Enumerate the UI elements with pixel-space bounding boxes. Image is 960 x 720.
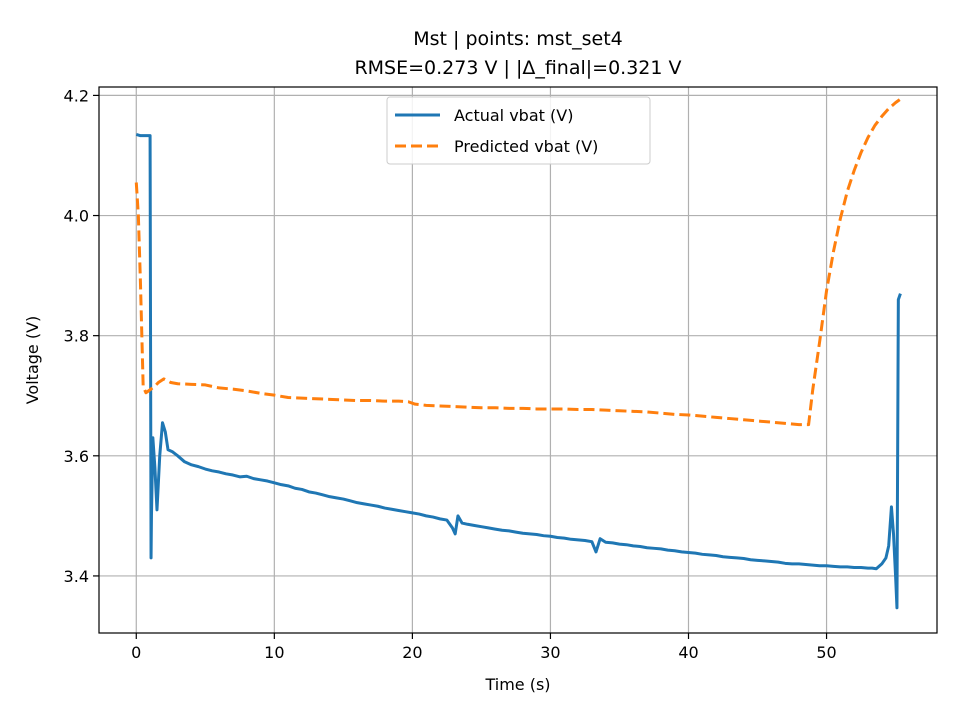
series-layer <box>134 98 902 610</box>
y-tick-label: 4.0 <box>64 207 89 226</box>
chart-title: Mst | points: mst_set4 <box>413 28 623 50</box>
x-tick-label: 30 <box>540 643 560 662</box>
chart-subtitle: RMSE=0.273 V | |Δ_final|=0.321 V <box>354 57 681 79</box>
y-tick-label: 3.6 <box>64 447 89 466</box>
predicted-vbat-line <box>134 98 901 427</box>
legend-label-predicted: Predicted vbat (V) <box>454 137 598 156</box>
y-tick-label: 3.8 <box>64 327 89 346</box>
x-tick-label: 0 <box>131 643 141 662</box>
legend: Actual vbat (V) Predicted vbat (V) <box>386 96 651 165</box>
x-tick-label: 20 <box>402 643 422 662</box>
ticks: 0 10 20 30 40 50 3.4 3.6 3.8 4.0 4.2 <box>64 86 837 662</box>
actual-vbat-line <box>135 133 902 610</box>
y-tick-label: 3.4 <box>64 567 89 586</box>
legend-box <box>386 96 651 165</box>
plot-frame <box>98 86 938 634</box>
x-tick-label: 40 <box>678 643 698 662</box>
x-tick-label: 50 <box>816 643 836 662</box>
x-tick-label: 10 <box>264 643 284 662</box>
grid <box>99 87 937 633</box>
y-axis-label: Voltage (V) <box>23 316 42 405</box>
y-tick-label: 4.2 <box>64 86 89 105</box>
x-axis-label: Time (s) <box>484 675 550 694</box>
legend-label-actual: Actual vbat (V) <box>454 106 573 125</box>
